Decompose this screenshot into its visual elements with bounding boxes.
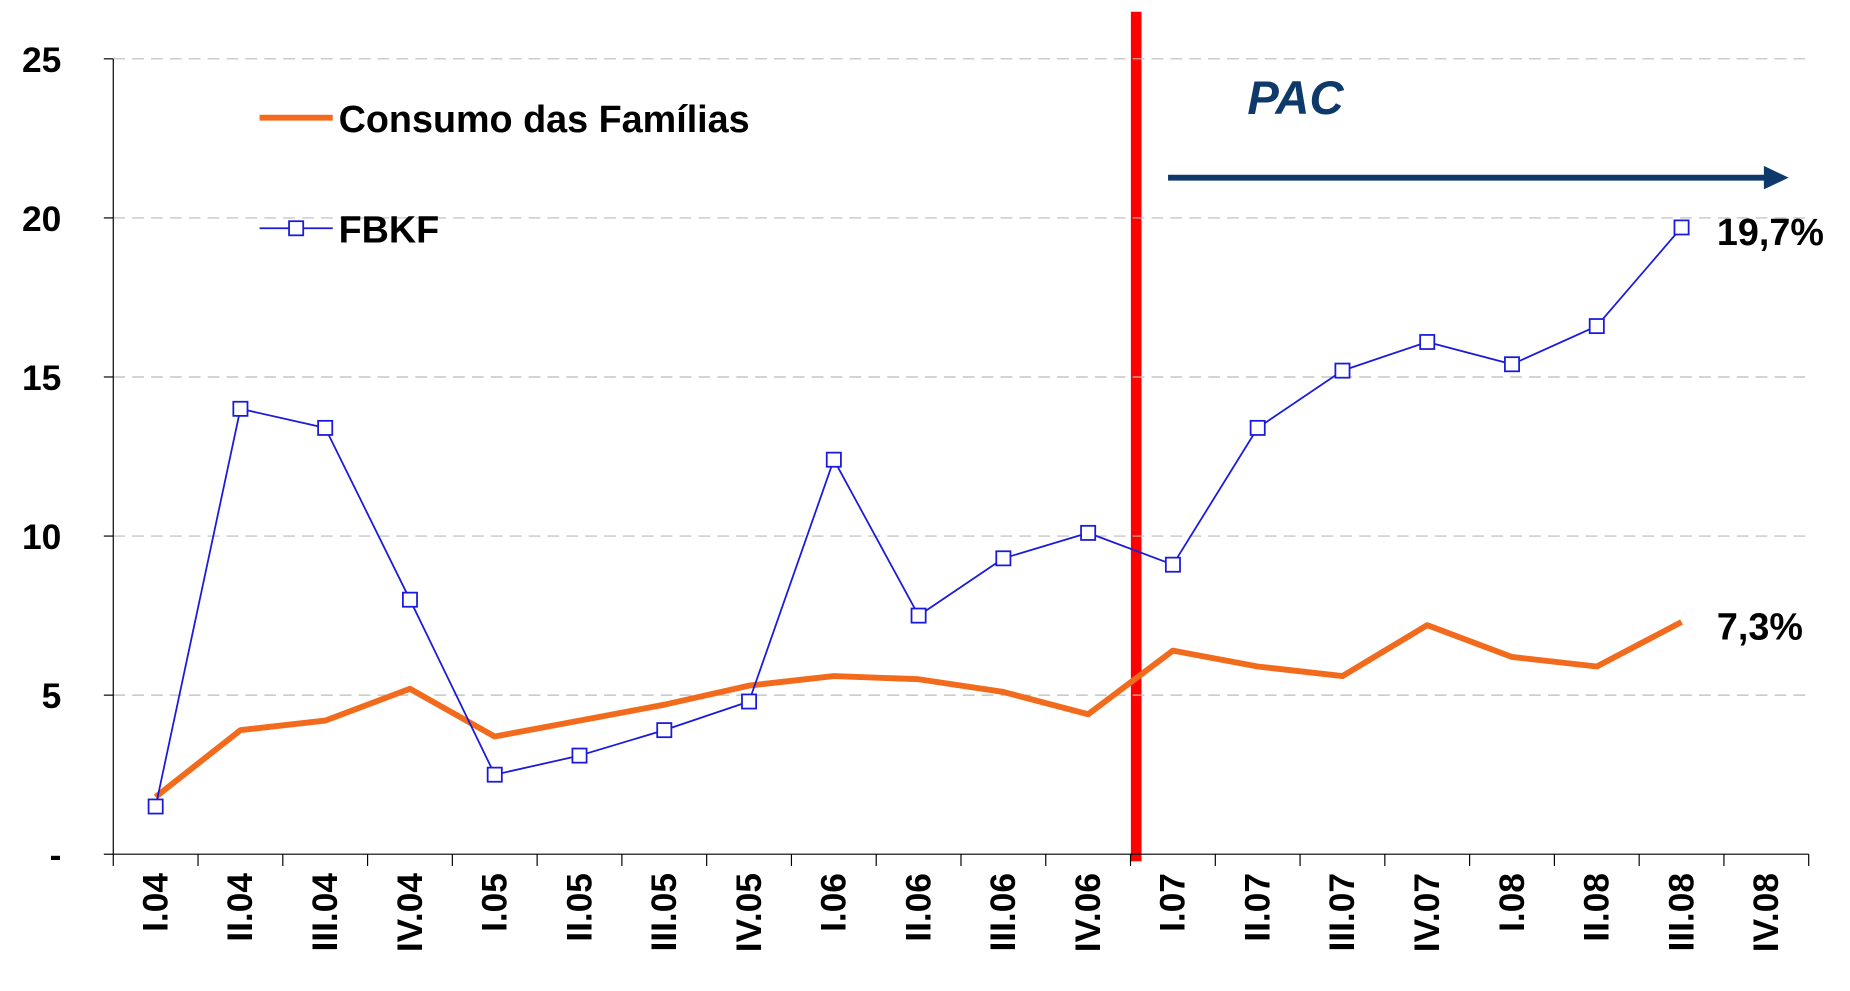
point-marker — [402, 591, 418, 608]
point-marker — [147, 798, 164, 815]
x-tick-label: II.06 — [899, 873, 938, 942]
point-marker — [910, 607, 927, 624]
y-tick-label: - — [50, 836, 62, 875]
legend-label: Consumo das Famílias — [339, 98, 750, 140]
pac-label: PAC — [1247, 71, 1344, 124]
y-tick-label: 5 — [42, 677, 62, 716]
x-tick-label: II.04 — [221, 873, 260, 942]
x-tick-label: I.05 — [475, 873, 514, 932]
x-tick-label: III.04 — [306, 873, 345, 952]
x-tick-label: IV.06 — [1069, 873, 1108, 952]
y-tick-label: 20 — [22, 200, 61, 239]
x-tick-label: IV.08 — [1747, 873, 1786, 952]
y-tick-label: 10 — [22, 518, 61, 557]
point-marker — [1249, 419, 1266, 436]
point-marker — [656, 722, 673, 739]
x-tick-label: I.08 — [1493, 873, 1532, 932]
point-marker — [995, 550, 1012, 567]
x-tick-label: II.08 — [1578, 873, 1617, 942]
x-tick-label: III.07 — [1323, 873, 1362, 951]
point-marker — [1673, 219, 1690, 236]
series-line — [154, 226, 1683, 807]
value-label: 19,7% — [1717, 211, 1824, 253]
point-marker — [317, 419, 334, 436]
y-tick-label: 25 — [22, 41, 61, 80]
point-marker — [825, 451, 842, 468]
point-marker — [1504, 356, 1520, 373]
point-marker — [571, 747, 588, 764]
series-line — [153, 619, 1683, 800]
x-tick-label: III.05 — [645, 873, 684, 951]
point-marker — [1419, 334, 1436, 350]
x-tick-label: III.06 — [984, 873, 1023, 951]
pac-arrowhead — [1763, 165, 1789, 190]
legend-marker — [288, 220, 305, 237]
point-marker — [1334, 362, 1351, 379]
x-tick-label: II.07 — [1238, 873, 1277, 942]
legend-label: FBKF — [339, 208, 440, 250]
point-marker — [1080, 524, 1097, 541]
y-tick-label: 15 — [22, 359, 61, 398]
value-label: 7,3% — [1717, 606, 1803, 648]
x-tick-label: IV.05 — [730, 873, 769, 952]
point-marker — [1588, 318, 1605, 335]
point-marker — [741, 693, 758, 710]
point-marker — [486, 766, 503, 783]
x-tick-label: I.06 — [815, 873, 854, 932]
x-tick-label: I.07 — [1154, 873, 1193, 932]
x-tick-label: II.05 — [560, 873, 599, 942]
x-tick-label: I.04 — [136, 873, 175, 932]
x-tick-label: III.08 — [1662, 873, 1701, 951]
point-marker — [1164, 556, 1181, 573]
x-tick-label: IV.04 — [391, 873, 430, 952]
x-tick-label: IV.07 — [1408, 873, 1447, 952]
point-marker — [232, 400, 249, 417]
